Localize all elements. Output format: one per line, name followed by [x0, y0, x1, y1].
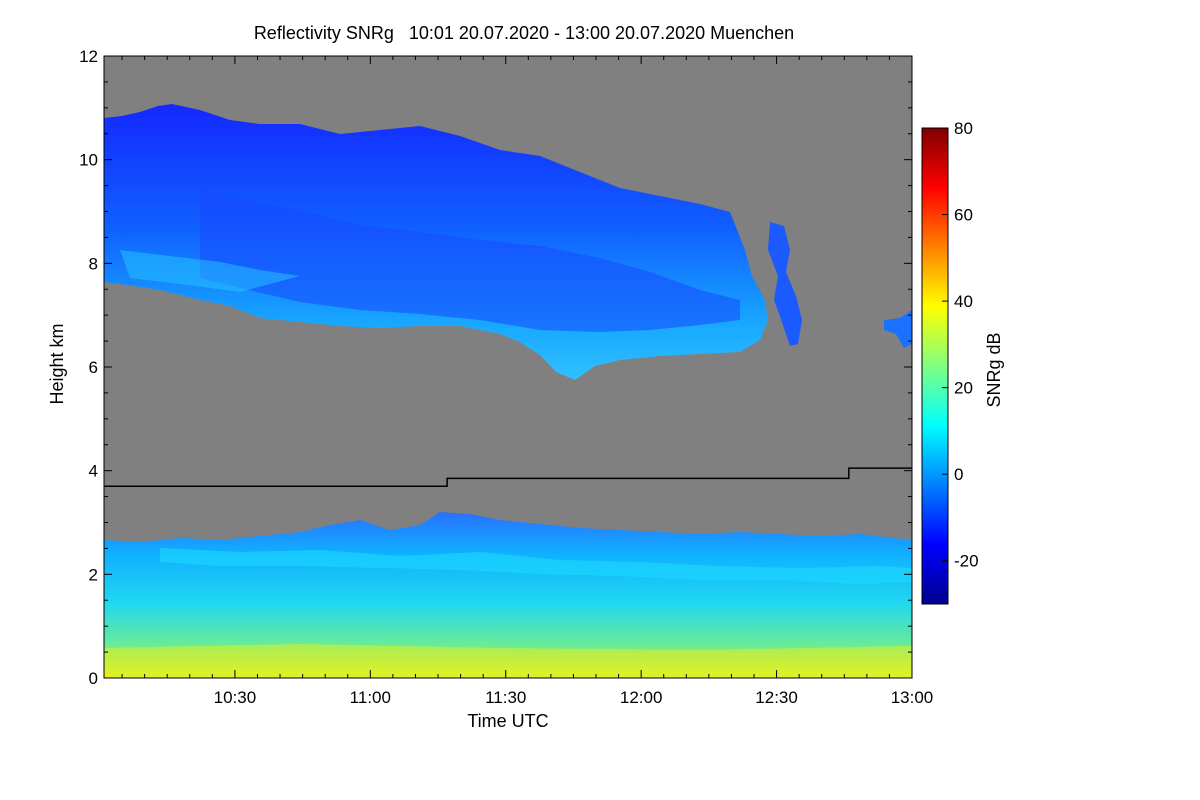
cirrus-fragment-1: [768, 222, 802, 346]
colorbar-tick-label: 60: [954, 206, 973, 225]
y-tick-label: 4: [89, 462, 98, 481]
y-axis-label: Height km: [47, 323, 67, 404]
x-tick-label: 12:30: [755, 688, 798, 707]
y-tick-label: 6: [89, 358, 98, 377]
colorbar: -20 0 20 40 60 80 SNRg dB: [921, 119, 1004, 605]
x-tick-label: 12:00: [620, 688, 663, 707]
y-tick-label: 12: [79, 47, 98, 66]
x-tick-label: 13:00: [891, 688, 934, 707]
colorbar-tick-label: 40: [954, 292, 973, 311]
cirrus-fragment-2: [884, 310, 912, 348]
plot-area: 10:30 11:00 11:30 12:00 12:30 13:00 0 2 4 6 8 10 12: [79, 47, 933, 707]
x-tick-label: 11:00: [350, 688, 391, 707]
x-tick-label: 10:30: [214, 688, 257, 707]
boundary-layer-height-line: [104, 467, 912, 487]
cirrus-fallstreak-band: [200, 190, 740, 332]
x-tick-label: 11:30: [485, 688, 526, 707]
y-tick-label: 0: [89, 669, 98, 688]
colorbar-tick-label: 20: [954, 379, 973, 398]
colorbar-tick-label: -20: [954, 552, 979, 571]
chart-title: Reflectivity SNRg 10:01 20.07.2020 - 13:…: [254, 23, 794, 43]
x-axis-label: Time UTC: [467, 711, 548, 731]
colorbar-gradient: [921, 127, 949, 605]
y-tick-label: 2: [89, 565, 98, 584]
ground-clutter-band: [104, 644, 912, 678]
y-tick-label: 8: [89, 254, 98, 273]
cirrus-bright-core: [120, 250, 300, 292]
colorbar-label: SNRg dB: [984, 332, 1004, 407]
colorbar-tick-label: 0: [954, 465, 963, 484]
y-tick-label: 10: [79, 151, 98, 170]
colorbar-tick-label: 80: [954, 119, 973, 138]
aerosol-layer-band: [160, 548, 912, 584]
